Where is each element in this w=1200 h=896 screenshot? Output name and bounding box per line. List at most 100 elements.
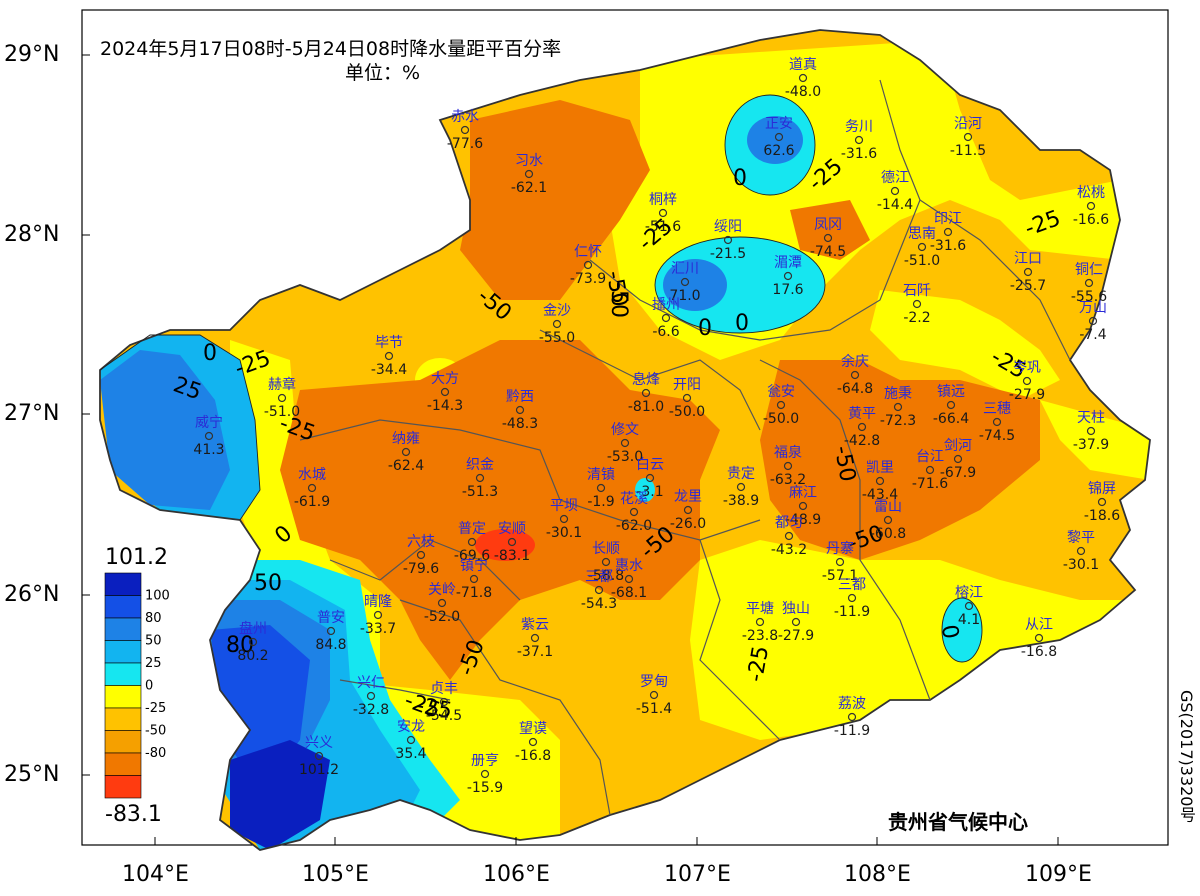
station-value: -1.9 bbox=[587, 494, 614, 510]
station-name: 平塘 bbox=[746, 601, 774, 617]
station-marker bbox=[964, 601, 974, 611]
band-red-anshun bbox=[475, 529, 535, 561]
station-name: 瓮安 bbox=[767, 384, 795, 400]
station: 黄平 -42.8 bbox=[844, 405, 880, 449]
station-value: -16.8 bbox=[1021, 644, 1057, 660]
station: 正安 62.6 bbox=[763, 116, 794, 159]
station-marker bbox=[798, 501, 808, 511]
station-name: 都匀 bbox=[775, 515, 803, 531]
legend-swatch bbox=[104, 595, 142, 619]
station-marker bbox=[467, 537, 477, 547]
station: 汇川 71.0 bbox=[669, 261, 700, 304]
station-name: 道真 bbox=[789, 57, 817, 73]
station-value: -58.8 bbox=[588, 568, 624, 584]
station-value: -14.4 bbox=[877, 197, 913, 213]
station: 黔西 -48.3 bbox=[502, 389, 538, 432]
station-value: -48.0 bbox=[785, 84, 821, 100]
station-name: 惠水 bbox=[615, 558, 643, 574]
station-value: 35.4 bbox=[395, 746, 426, 762]
station-marker bbox=[875, 476, 885, 486]
station-value: -50.0 bbox=[763, 411, 799, 427]
lat-label-28: 28°N bbox=[4, 222, 60, 247]
station-value: -14.3 bbox=[427, 398, 463, 414]
station-name: 册亨 bbox=[471, 752, 499, 769]
station-value: -37.9 bbox=[1073, 437, 1109, 453]
station: 务川 -31.6 bbox=[841, 119, 877, 162]
station: 镇宁 -71.8 bbox=[456, 557, 492, 601]
station-marker bbox=[783, 461, 793, 471]
station-name: 余庆 bbox=[841, 353, 869, 370]
station: 金沙 -55.0 bbox=[539, 303, 575, 346]
station-value: -64.8 bbox=[837, 381, 873, 397]
station-marker bbox=[774, 132, 784, 142]
station-name: 黔西 bbox=[506, 389, 534, 405]
station-marker bbox=[1076, 546, 1086, 556]
station-value: -77.6 bbox=[447, 136, 483, 152]
station-name: 大方 bbox=[431, 371, 459, 387]
contour-label: -50 bbox=[601, 269, 632, 309]
station-name: 镇远 bbox=[937, 384, 965, 400]
station-name: 六枝 bbox=[407, 534, 435, 550]
station-value: -43.2 bbox=[771, 542, 807, 558]
station-value: -2.2 bbox=[903, 310, 930, 326]
station-value: -51.0 bbox=[904, 253, 940, 269]
legend-level-label: 25 bbox=[145, 656, 162, 671]
station: 岑巩 -27.9 bbox=[1009, 360, 1045, 403]
station-value: -74.5 bbox=[979, 428, 1015, 444]
station: 三穗 -74.5 bbox=[979, 401, 1015, 444]
station: 兴仁 -32.8 bbox=[353, 675, 389, 718]
station-value: -30.1 bbox=[1063, 557, 1099, 573]
map-title: 2024年5月17日08时-5月24日08时降水量距平百分率 bbox=[100, 38, 562, 60]
station-marker bbox=[559, 514, 569, 524]
station-name: 贵定 bbox=[727, 466, 755, 482]
station-marker bbox=[406, 735, 416, 745]
station-value: -11.5 bbox=[950, 143, 986, 159]
band-blue-zhengan bbox=[747, 116, 803, 164]
station-name: 麻江 bbox=[789, 485, 817, 501]
station-marker bbox=[326, 626, 336, 636]
station-marker bbox=[248, 637, 258, 647]
station-value: -51.6 bbox=[645, 219, 681, 235]
contour-label: 50 bbox=[254, 571, 282, 596]
station: 普安 84.8 bbox=[315, 610, 346, 653]
station-value: -48.3 bbox=[502, 416, 538, 432]
station-value: -11.9 bbox=[834, 604, 870, 620]
station: 威宁 41.3 bbox=[193, 414, 224, 458]
contour-label: -50 bbox=[606, 282, 631, 318]
station-name: 绥阳 bbox=[714, 219, 742, 235]
station-marker bbox=[854, 135, 864, 145]
station-value: -55.0 bbox=[539, 330, 575, 346]
station-name: 晴隆 bbox=[364, 594, 392, 610]
station-value: -3.1 bbox=[636, 484, 663, 500]
station-name: 台江 bbox=[916, 449, 944, 465]
station-value: -26.0 bbox=[670, 516, 706, 532]
contour-lines bbox=[99, 94, 983, 663]
station-value: -7.4 bbox=[1079, 327, 1106, 343]
station-value: -62.0 bbox=[616, 518, 652, 534]
station-marker bbox=[847, 712, 857, 722]
station-marker bbox=[784, 531, 794, 541]
station: 仁怀 -73.9 bbox=[570, 244, 606, 287]
station-value: -73.9 bbox=[570, 271, 606, 287]
station-marker bbox=[583, 260, 593, 270]
station: 息烽 -81.0 bbox=[628, 371, 664, 415]
station-name: 赤水 bbox=[451, 109, 479, 125]
station: 贞丰 -54.5 bbox=[426, 680, 462, 724]
station-value: -68.1 bbox=[611, 585, 647, 601]
station-name: 习水 bbox=[515, 153, 543, 169]
legend-swatch bbox=[104, 752, 142, 776]
station: 松桃 -16.6 bbox=[1073, 185, 1109, 228]
station-value: -83.1 bbox=[494, 548, 530, 564]
station: 清镇 -1.9 bbox=[587, 467, 615, 510]
station-value: -63.2 bbox=[770, 472, 806, 488]
map-approval-number: GS(2017)3320号 bbox=[1177, 690, 1196, 823]
station-name: 黎平 bbox=[1067, 530, 1095, 546]
station-value: -21.5 bbox=[710, 246, 746, 262]
station-value: -51.3 bbox=[462, 484, 498, 500]
station-name: 毕节 bbox=[375, 335, 403, 351]
station: 瓮安 -50.0 bbox=[763, 384, 799, 427]
station-name: 兴义 bbox=[305, 735, 333, 751]
station-marker bbox=[992, 417, 1002, 427]
station: 麻江 -48.9 bbox=[785, 485, 821, 528]
station-name: 印江 bbox=[934, 211, 962, 227]
